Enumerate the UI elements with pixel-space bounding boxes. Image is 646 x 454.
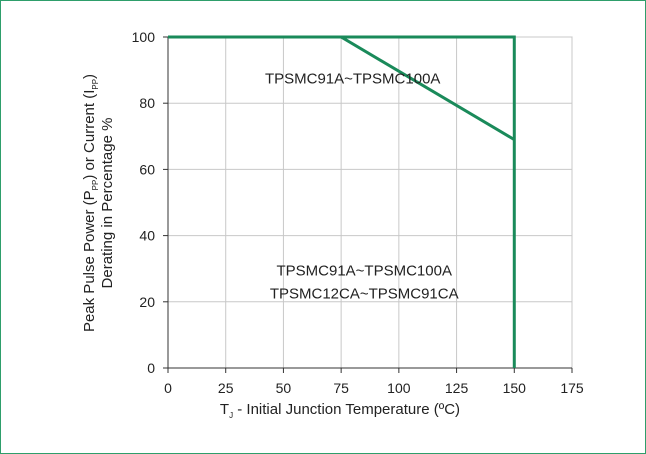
y-tick-label: 60 [139,161,155,177]
annotation-label: TPSMC91A~TPSMC100A [276,262,451,279]
y-tick-label: 100 [132,29,156,45]
x-tick-label: 0 [164,380,172,396]
y-axis-title-line2: Derating in Percentage % [99,118,116,289]
annotations: TPSMC91A~TPSMC100A TPSMC91A~TPSMC100A TPSM… [265,70,459,302]
ticks: 0 25 50 75 100 125 150 175 0 20 40 60 80 100 [132,29,584,396]
x-tick-label: 150 [503,380,527,396]
y-tick-label: 20 [139,294,155,310]
y-tick-label: 80 [139,95,155,111]
x-tick-label: 50 [276,380,292,396]
x-tick-label: 75 [333,380,349,396]
y-axis-title: Peak Pulse Power (PPP) or Current (IPP) … [81,74,116,332]
x-tick-label: 125 [445,380,469,396]
x-tick-label: 100 [387,380,411,396]
x-tick-label: 25 [218,380,234,396]
x-tick-label: 175 [560,380,584,396]
annotation-label: TPSMC91A~TPSMC100A [265,70,440,87]
x-axis-title: TJ - Initial Junction Temperature (ºC) [220,401,460,420]
series-line-2 [168,35,516,368]
y-tick-label: 0 [147,360,155,376]
y-tick-label: 40 [139,228,155,244]
y-axis-title-line1: Peak Pulse Power (PPP) or Current (IPP) [81,74,100,332]
series-lines [168,35,516,368]
annotation-label: TPSMC12CA~TPSMC91CA [270,285,459,302]
